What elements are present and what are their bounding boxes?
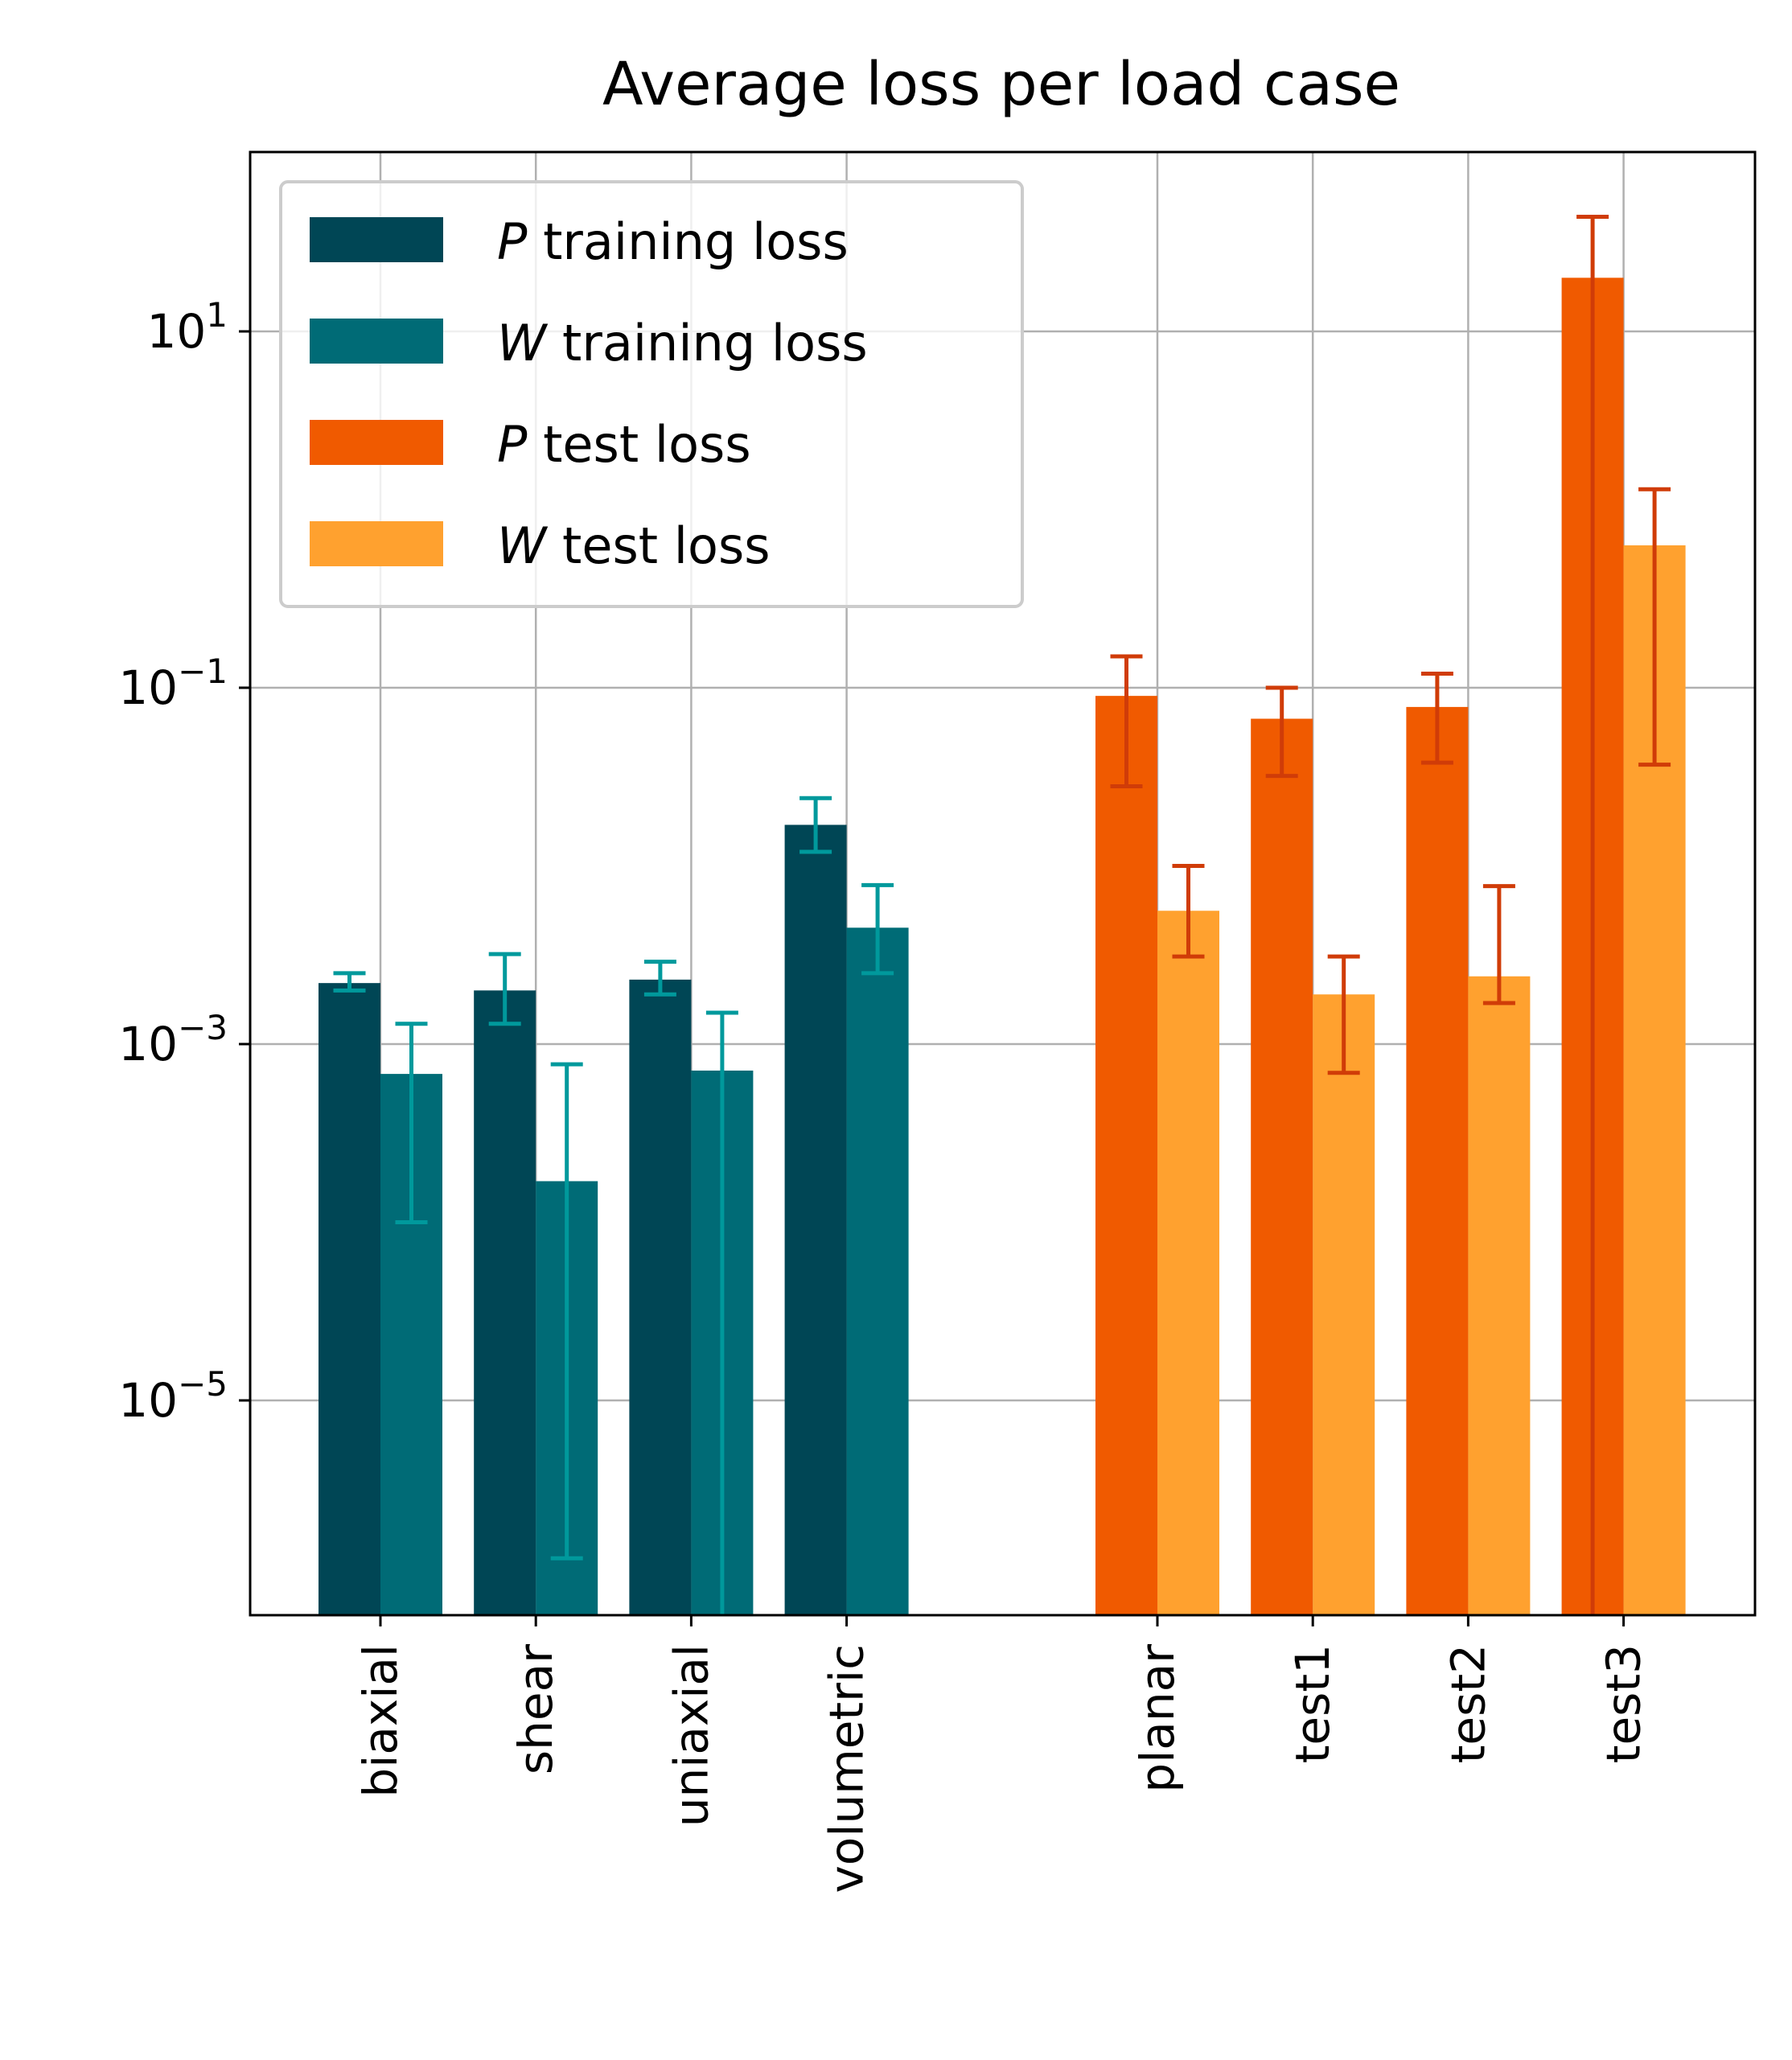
legend-label: W test loss xyxy=(497,516,771,575)
legend-label: P training loss xyxy=(497,212,849,271)
legend-swatch xyxy=(310,420,443,465)
x-tick-label: uniaxial xyxy=(664,1644,718,1827)
x-tick-label: test2 xyxy=(1441,1644,1495,1763)
x-tick-label: test1 xyxy=(1285,1644,1340,1763)
legend-swatch xyxy=(310,217,443,262)
x-tick-label: biaxial xyxy=(353,1644,408,1798)
x-tick-label: shear xyxy=(508,1644,563,1774)
legend-label: P test loss xyxy=(497,415,751,474)
bar xyxy=(1157,911,1219,1615)
bar xyxy=(1406,706,1469,1615)
bar xyxy=(629,979,692,1615)
chart-title: Average loss per load case xyxy=(602,50,1400,119)
y-tick-label: 10−1 xyxy=(118,652,228,715)
bar xyxy=(1251,718,1313,1615)
bar xyxy=(1313,994,1375,1615)
legend-swatch xyxy=(310,319,443,364)
x-axis: biaxial shear uniaxial volumetric planar test… xyxy=(353,1615,1651,1893)
bar xyxy=(1095,696,1157,1615)
legend-label: W training loss xyxy=(497,314,868,372)
error-bars xyxy=(333,214,1671,1615)
bar xyxy=(319,983,380,1615)
bar xyxy=(846,927,909,1615)
x-tick-label: volumetric xyxy=(820,1644,874,1893)
x-tick-label: planar xyxy=(1130,1644,1185,1793)
y-axis: 101 10−1 10−3 10−5 xyxy=(118,295,250,1428)
y-tick-label: 10−3 xyxy=(118,1008,228,1071)
y-tick-label: 101 xyxy=(146,295,228,359)
y-tick-label: 10−5 xyxy=(118,1364,228,1428)
legend-box xyxy=(279,180,1024,608)
bar xyxy=(474,990,536,1615)
plot-frame xyxy=(249,150,1757,1617)
legend-swatch xyxy=(310,521,443,566)
legend: P training loss W training loss P test los… xyxy=(279,180,1024,608)
bar xyxy=(1468,976,1531,1615)
bar xyxy=(784,824,847,1615)
x-tick-label: test3 xyxy=(1597,1644,1651,1763)
